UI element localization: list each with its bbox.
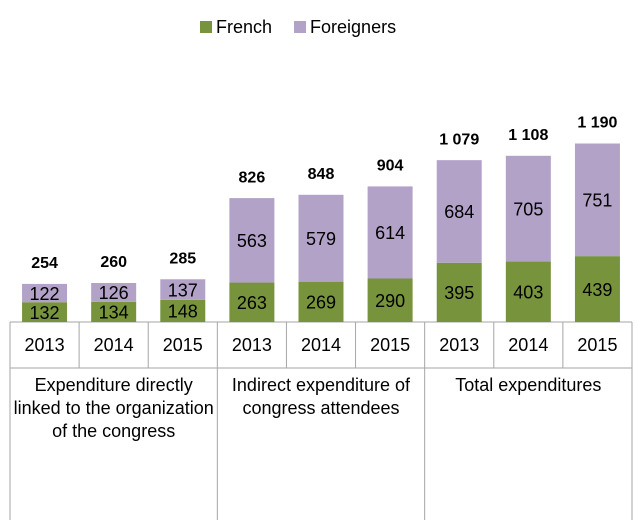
bar-segment <box>574 143 620 257</box>
value-label: 563 <box>237 231 267 251</box>
legend-label: French <box>216 17 272 37</box>
x-tick-label: 2014 <box>508 335 548 355</box>
value-label: 395 <box>444 283 474 303</box>
bar-segment <box>229 282 275 322</box>
total-label: 1 190 <box>577 115 617 132</box>
value-label: 137 <box>168 280 198 300</box>
value-label: 263 <box>237 293 267 313</box>
x-tick-label: 2013 <box>439 335 479 355</box>
value-label: 122 <box>30 284 60 304</box>
total-label: 254 <box>31 255 58 272</box>
value-label: 269 <box>306 293 336 313</box>
bar-segment <box>91 301 137 322</box>
legend-swatch <box>200 21 212 33</box>
total-label: 848 <box>308 166 335 183</box>
value-label: 403 <box>513 283 543 303</box>
x-tick-label: 2015 <box>370 335 410 355</box>
value-label: 439 <box>582 280 612 300</box>
total-label: 1 079 <box>439 131 479 148</box>
value-label: 134 <box>99 303 129 323</box>
x-tick-label: 2013 <box>25 335 65 355</box>
x-tick-label: 2014 <box>301 335 341 355</box>
bar-segment <box>298 281 344 322</box>
bar-segment <box>505 261 551 322</box>
legend-label: Foreigners <box>310 17 396 37</box>
bar-segment <box>298 194 344 282</box>
total-label: 826 <box>239 169 266 186</box>
group-label: Expenditure directly linked to the organ… <box>13 375 214 441</box>
total-label: 1 108 <box>508 127 548 144</box>
bar-segment <box>160 299 206 322</box>
group-label: Total expenditures <box>455 375 602 395</box>
group-label: Indirect expenditure of congress attende… <box>231 375 411 418</box>
bar-segment <box>91 283 137 302</box>
value-label: 132 <box>30 303 60 323</box>
value-label: 126 <box>99 283 129 303</box>
x-tick-label: 2015 <box>577 335 617 355</box>
value-label: 579 <box>306 229 336 249</box>
bar-segment <box>22 302 68 322</box>
bar-segment <box>367 186 413 279</box>
value-label: 705 <box>513 199 543 219</box>
bar-segment <box>160 279 206 300</box>
bar-segment <box>229 198 275 283</box>
value-label: 290 <box>375 291 405 311</box>
value-label: 751 <box>582 191 612 211</box>
x-tick-label: 2015 <box>163 335 203 355</box>
value-label: 148 <box>168 302 198 322</box>
bar-segment <box>367 278 413 322</box>
x-tick-label: 2014 <box>94 335 134 355</box>
bar-segment <box>436 160 482 263</box>
x-tick-label: 2013 <box>232 335 272 355</box>
group-label-box: Expenditure directly linked to the organ… <box>13 375 214 441</box>
total-label: 285 <box>169 250 196 267</box>
total-label: 904 <box>377 158 404 175</box>
value-label: 684 <box>444 202 474 222</box>
bar-segment <box>505 155 551 262</box>
bar-segment <box>574 256 620 322</box>
bar-segment <box>22 283 68 303</box>
group-label-box: Indirect expenditure of congress attende… <box>231 375 411 418</box>
group-label-box: Total expenditures <box>455 375 602 395</box>
total-label: 260 <box>100 254 127 271</box>
legend-swatch <box>294 21 307 33</box>
bar-segment <box>436 262 482 322</box>
value-label: 614 <box>375 223 405 243</box>
